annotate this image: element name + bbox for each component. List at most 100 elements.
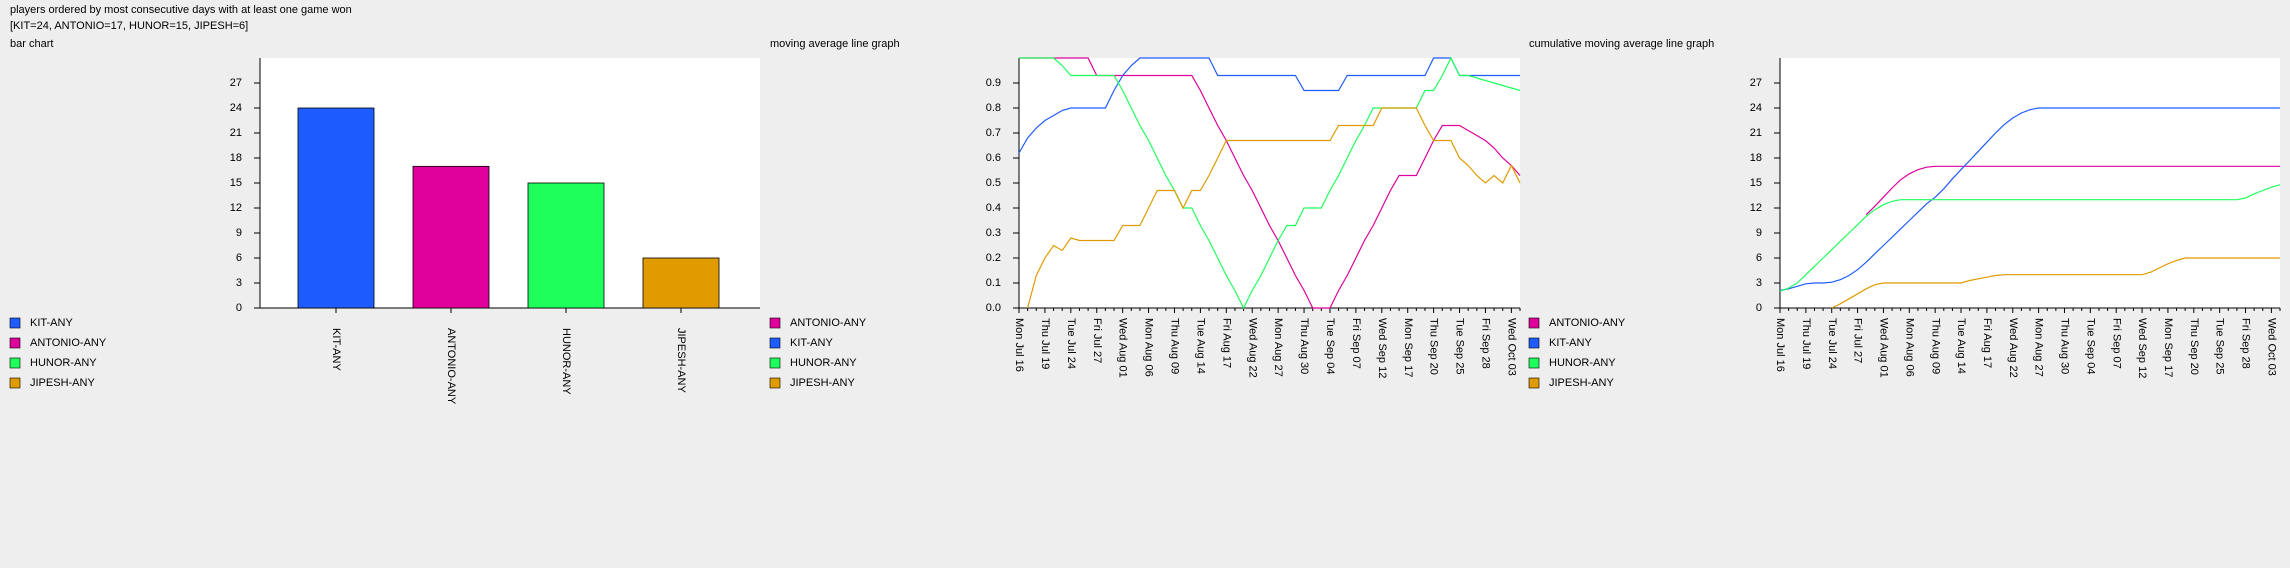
legend-swatch [769, 357, 781, 369]
legend-swatch [769, 377, 781, 389]
x-tick-label: KIT-ANY [330, 328, 342, 371]
x-tick-label: Tue Sep 25 [1454, 318, 1466, 374]
x-tick-label: Wed Aug 01 [1117, 318, 1129, 378]
y-tick-label: 0.0 [986, 302, 1001, 314]
line-series [1018, 57, 1520, 154]
x-tick-label: Wed Sep 12 [1376, 318, 1388, 378]
x-tick-label: Wed Aug 01 [1878, 318, 1890, 378]
y-tick-label: 18 [1750, 152, 1762, 164]
y-tick-label: 0.7 [986, 127, 1001, 139]
chart-title: moving average line graph [770, 38, 900, 50]
legend-label: HUNOR-ANY [790, 357, 857, 369]
y-tick-label: 9 [1756, 227, 1762, 239]
legend-label: JIPESH-ANY [790, 377, 855, 389]
x-tick-label: Fri Aug 17 [1981, 318, 1993, 368]
legend-label: HUNOR-ANY [1549, 357, 1616, 369]
x-tick-label: Wed Sep 12 [2136, 318, 2148, 378]
x-tick-label: Mon Jul 16 [1774, 318, 1786, 372]
x-tick-label: Fri Sep 28 [2240, 318, 2252, 369]
legend-swatch [1528, 377, 1540, 389]
y-tick-label: 15 [230, 177, 242, 189]
x-tick-label: Mon Aug 27 [1272, 318, 1284, 377]
x-tick-label: Fri Jul 27 [1091, 318, 1103, 363]
line-series [1779, 184, 2281, 292]
y-tick-label: 0 [236, 302, 242, 314]
y-tick-label: 21 [230, 127, 242, 139]
y-tick-label: 0.3 [986, 227, 1001, 239]
y-tick-label: 24 [230, 102, 242, 114]
legend-swatch [9, 337, 21, 349]
x-tick-label: Fri Sep 28 [1480, 318, 1492, 369]
x-tick-label: Mon Sep 17 [2162, 318, 2174, 377]
legend-label: ANTONIO-ANY [790, 317, 867, 329]
y-tick-label: 0.8 [986, 102, 1001, 114]
legend-label: HUNOR-ANY [30, 357, 97, 369]
legend-swatch [1528, 317, 1540, 329]
y-tick-label: 3 [236, 277, 242, 289]
y-tick-label: 18 [230, 152, 242, 164]
x-tick-label: Mon Aug 06 [1143, 318, 1155, 377]
y-tick-label: 0 [1756, 302, 1762, 314]
x-tick-label: Fri Sep 07 [1350, 318, 1362, 369]
legend-swatch [9, 357, 21, 369]
y-tick-label: 9 [236, 227, 242, 239]
x-tick-label: Wed Oct 03 [1505, 318, 1517, 376]
x-tick-label: JIPESH-ANY [675, 328, 687, 393]
legend-swatch [9, 317, 21, 329]
legend-swatch [769, 337, 781, 349]
legend-swatch [1528, 357, 1540, 369]
legend-label: JIPESH-ANY [1549, 377, 1614, 389]
y-tick-label: 24 [1750, 102, 1762, 114]
x-tick-label: Tue Sep 25 [2214, 318, 2226, 374]
bar [297, 107, 375, 309]
legend-label: ANTONIO-ANY [1549, 317, 1626, 329]
chart-title: bar chart [10, 38, 53, 50]
bar [642, 257, 720, 309]
line-series [1019, 56, 1521, 310]
x-tick-label: Wed Aug 22 [1246, 318, 1258, 378]
x-tick-label: Tue Aug 14 [1955, 318, 1967, 374]
x-tick-label: Mon Jul 16 [1013, 318, 1025, 372]
legend-swatch [9, 377, 21, 389]
x-tick-label: Tue Sep 04 [1324, 318, 1336, 374]
page-title: players ordered by most consecutive days… [10, 4, 352, 16]
legend-label: KIT-ANY [1549, 337, 1592, 349]
x-tick-label: Wed Aug 22 [2007, 318, 2019, 378]
x-tick-label: Thu Jul 19 [1800, 318, 1812, 369]
x-tick-label: Fri Aug 17 [1220, 318, 1232, 368]
y-tick-label: 12 [230, 202, 242, 214]
x-tick-label: Thu Aug 09 [1929, 318, 1941, 374]
x-tick-label: ANTONIO-ANY [445, 328, 457, 405]
y-tick-label: 3 [1756, 277, 1762, 289]
plot-area [1780, 58, 2280, 308]
line-series [1865, 165, 2280, 216]
x-tick-label: Fri Sep 07 [2110, 318, 2122, 369]
bar [527, 182, 605, 309]
legend-label: ANTONIO-ANY [30, 337, 107, 349]
y-tick-label: 27 [1750, 77, 1762, 89]
y-tick-label: 6 [236, 252, 242, 264]
x-tick-label: Thu Sep 20 [1428, 318, 1440, 375]
x-tick-label: Thu Aug 30 [2059, 318, 2071, 374]
y-tick-label: 0.4 [986, 202, 1001, 214]
y-tick-label: 0.5 [986, 177, 1001, 189]
x-tick-label: Wed Oct 03 [2265, 318, 2277, 376]
x-tick-label: Mon Aug 06 [1903, 318, 1915, 377]
y-tick-label: 0.1 [986, 277, 1001, 289]
x-tick-label: Thu Jul 19 [1039, 318, 1051, 369]
x-tick-label: Thu Sep 20 [2188, 318, 2200, 375]
page-summary: [KIT=24, ANTONIO=17, HUNOR=15, JIPESH=6] [10, 20, 248, 32]
y-tick-label: 21 [1750, 127, 1762, 139]
legend-swatch [769, 317, 781, 329]
legend-label: KIT-ANY [790, 337, 833, 349]
plot-area [1019, 58, 1520, 308]
x-tick-label: Mon Sep 17 [1402, 318, 1414, 377]
line-series [1831, 257, 2280, 309]
line-series [1027, 107, 1521, 309]
y-tick-label: 27 [230, 77, 242, 89]
y-tick-label: 0.2 [986, 252, 1001, 264]
x-tick-label: Fri Jul 27 [1852, 318, 1864, 363]
x-tick-label: Tue Jul 24 [1065, 318, 1077, 369]
legend-swatch [1528, 337, 1540, 349]
